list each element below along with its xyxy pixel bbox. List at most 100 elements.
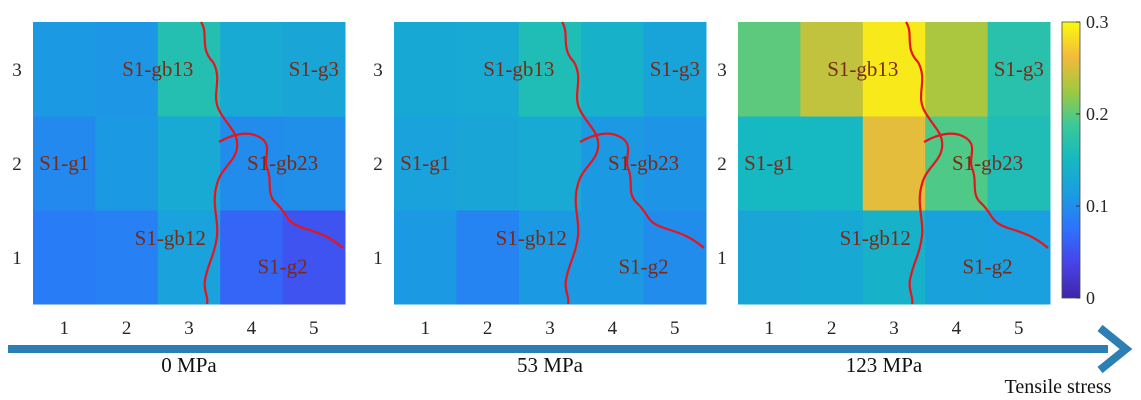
colorbar-frame: [1061, 21, 1081, 299]
x-tick-label: 1: [764, 318, 774, 339]
crack-line: [561, 21, 600, 305]
heatmap-cell: [456, 116, 520, 211]
heatmap-cell: [157, 22, 221, 117]
x-tick-label: 4: [608, 318, 618, 339]
heatmap-cell: [95, 116, 159, 211]
heatmap-cell: [518, 116, 582, 211]
y-tick-label: 2: [717, 154, 727, 175]
cell-label: S1-gb23: [608, 151, 679, 175]
heatmap-cell: [643, 116, 707, 211]
y-tick-label: 3: [717, 60, 727, 81]
heatmap-cell: [987, 210, 1051, 305]
heatmap-cell: [95, 210, 159, 305]
heatmap-cell: [643, 22, 707, 117]
colorbar-tick-label: 0.2: [1086, 104, 1109, 124]
heatmap-cell: [800, 116, 864, 211]
colorbar-tick-label: 0: [1086, 288, 1095, 308]
x-tick-label: 1: [59, 318, 68, 339]
heatmap-cell: [157, 210, 221, 305]
cell-label: S1-g3: [650, 57, 700, 81]
cell-label: S1-gb12: [840, 226, 911, 250]
cell-label: S1-g2: [963, 254, 1013, 278]
x-tick-label: 1: [420, 318, 430, 339]
heatmap-panel: S1-gb13 S1-g3 S1-g1 S1-gb23 S1-gb12 S1-g2 1 2 3 4…: [717, 21, 1051, 377]
heatmap-cell: [800, 210, 864, 305]
cell-label: S1-gb23: [952, 151, 1023, 175]
y-tick-label: 1: [12, 248, 22, 269]
heatmap-cell: [282, 22, 346, 117]
x-tick-label: 2: [483, 318, 493, 339]
crack-branch-line: [579, 132, 705, 249]
heatmap-panel: S1-gb13 S1-g3 S1-g1 S1-gb23 S1-gb12 S1-g2 1 2 3 4…: [373, 21, 707, 377]
y-tick-label: 1: [373, 248, 383, 269]
heatmap-cell: [581, 210, 645, 305]
crack-line: [905, 21, 944, 305]
x-tick-label: 5: [670, 318, 680, 339]
cell-label: S1-gb13: [827, 57, 898, 81]
cell-label: S1-gb12: [496, 226, 567, 250]
heatmap-cell: [987, 22, 1051, 117]
heatmap-cell: [518, 22, 582, 117]
heatmap-cell: [643, 210, 707, 305]
heatmap-cell: [862, 116, 926, 211]
x-tick-label: 4: [952, 318, 962, 339]
heatmap-cell: [220, 22, 284, 117]
x-tick-label: 3: [545, 318, 555, 339]
cell-label: S1-g3: [994, 57, 1044, 81]
arrow-shaft: [8, 345, 1108, 353]
heatmap-cell: [95, 22, 159, 117]
heatmap-cell: [456, 22, 520, 117]
x-tick-label: 2: [122, 318, 132, 339]
heatmap-cell: [738, 116, 801, 211]
heatmap-cell: [925, 210, 989, 305]
heatmap-cell: [394, 116, 457, 211]
crack-line: [200, 21, 239, 305]
pressure-label: 123 MPa: [846, 353, 923, 377]
heatmap-panel: S1-gb13 S1-g3 S1-g1 S1-gb23 S1-gb12 S1-g2 1 2 3 4…: [12, 21, 346, 377]
heatmap-cell: [581, 22, 645, 117]
x-tick-label: 4: [247, 318, 257, 339]
stress-arrow: Tensile stress: [8, 324, 1133, 398]
cell-label: S1-g1: [39, 151, 89, 175]
cell-label: S1-g1: [400, 151, 450, 175]
cell-label: S1-g2: [619, 254, 669, 278]
cell-label: S1-gb13: [122, 57, 193, 81]
heatmap-cell: [394, 22, 457, 117]
x-tick-label: 2: [827, 318, 837, 339]
heatmap-cell: [862, 22, 926, 117]
colorbar-tick-label: 0.1: [1086, 196, 1109, 216]
heatmap-cell: [282, 210, 346, 305]
y-tick-label: 2: [373, 154, 383, 175]
pressure-label: 53 MPa: [517, 353, 584, 377]
heatmap-cell: [456, 210, 520, 305]
crack-branch-line: [923, 132, 1049, 249]
cell-label: S1-g1: [744, 151, 794, 175]
y-tick-label: 1: [717, 248, 727, 269]
heatmap-cell: [518, 210, 582, 305]
y-tick-label: 3: [373, 60, 383, 81]
heatmap-cell: [738, 210, 801, 305]
x-tick-label: 3: [889, 318, 899, 339]
heatmap-cell: [800, 22, 864, 117]
heatmap-cell: [282, 116, 346, 211]
heatmap-cell: [33, 210, 96, 305]
cell-label: S1-g3: [289, 57, 339, 81]
heatmap-cell: [738, 22, 801, 117]
heatmap-cell: [220, 210, 284, 305]
pressure-label: 0 MPa: [161, 353, 217, 377]
x-tick-label: 5: [1014, 318, 1024, 339]
y-tick-label: 3: [12, 60, 22, 81]
cell-label: S1-g2: [258, 254, 308, 278]
crack-branch-line: [218, 132, 344, 249]
cell-label: S1-gb12: [135, 226, 206, 250]
heatmap-cell: [925, 22, 989, 117]
heatmap-cell: [33, 22, 96, 117]
heatmap-cell: [33, 116, 96, 211]
heatmap-cell: [987, 116, 1051, 211]
arrow-label: Tensile stress: [1005, 376, 1112, 398]
x-tick-label: 3: [184, 318, 194, 339]
arrow-head: [1097, 324, 1133, 374]
heatmap-cell: [157, 116, 221, 211]
heatmap-cell: [394, 210, 457, 305]
